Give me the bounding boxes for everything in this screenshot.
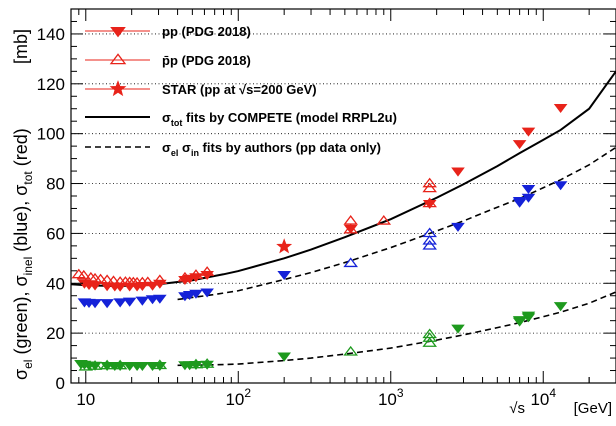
y-tick-label: 40 <box>46 274 65 293</box>
data-point-inelastic <box>422 239 437 250</box>
data-point-total <box>145 281 160 291</box>
data-point-total <box>177 271 193 282</box>
data-point-inelastic <box>153 294 167 304</box>
x-tick-label: 102 <box>225 386 251 409</box>
data-point-total <box>521 127 536 137</box>
data-point-total <box>153 279 167 289</box>
data-point-total <box>343 215 358 225</box>
fit-curve-elastic <box>177 291 616 367</box>
x-tick-label: 10 <box>76 390 95 409</box>
data-point-inelastic <box>343 257 358 268</box>
data-point-total <box>553 103 568 113</box>
data-point-total <box>376 215 392 225</box>
data-point-total <box>106 275 121 286</box>
data-point-inelastic <box>100 299 114 309</box>
data-point-elastic <box>99 359 115 370</box>
data-point-total <box>422 177 437 188</box>
data-point-elastic <box>152 359 168 370</box>
y-tick-label: 0 <box>56 374 65 393</box>
data-point-total <box>512 140 527 150</box>
y-tick-label: 20 <box>46 324 65 343</box>
data-point-elastic <box>277 352 291 362</box>
legend-marker <box>109 80 127 97</box>
data-point-elastic <box>188 358 204 369</box>
data-point-elastic <box>422 328 437 339</box>
x-tick-label: 104 <box>530 386 556 409</box>
data-point-inelastic <box>122 297 137 307</box>
data-point-inelastic <box>200 288 214 298</box>
data-point-elastic <box>78 360 94 371</box>
y-tick-label: 120 <box>37 75 65 94</box>
data-point-total <box>422 197 437 208</box>
data-point-inelastic <box>422 234 437 245</box>
data-point-total <box>422 182 437 193</box>
legend-label: pp (PDG 2018) <box>162 24 251 39</box>
data-point-inelastic <box>553 181 568 191</box>
data-point-elastic <box>135 362 150 372</box>
data-point-elastic <box>422 337 437 347</box>
data-point-total <box>93 273 108 284</box>
data-point-inelastic <box>521 193 536 203</box>
x-axis-label: √s <box>509 400 525 417</box>
y-tick-label: 60 <box>46 224 65 243</box>
data-point-total <box>343 223 358 234</box>
data-point-total <box>76 269 92 280</box>
legend-marker <box>110 26 126 38</box>
data-point-inelastic <box>512 196 527 206</box>
data-point-total <box>188 269 204 279</box>
data-point-elastic <box>512 316 527 326</box>
fit-curve-inelastic <box>177 146 616 301</box>
legend: pp (PDG 2018) p̄p (PDG 2018) STAR (pp at √… <box>85 24 397 158</box>
legend-label: STAR (pp at √s=200 GeV) <box>162 82 317 97</box>
data-point-inelastic <box>277 271 291 281</box>
data-point-elastic <box>553 302 568 312</box>
y-axis-label: σel (green), σinel (blue), σtot (red) <box>11 128 35 380</box>
data-point-inelastic <box>521 184 536 195</box>
data-point-total <box>276 238 293 254</box>
legend-marker <box>109 53 127 65</box>
data-point-total <box>199 266 215 276</box>
legend-label: p̄p (PDG 2018) <box>162 53 251 68</box>
legend-label: σel σin fits by authors (pp data only) <box>162 140 381 158</box>
data-point-elastic <box>199 358 215 368</box>
data-point-total <box>99 274 115 285</box>
y-axis-unit: [mb] <box>11 29 31 64</box>
data-markers <box>71 103 568 372</box>
data-point-total <box>83 271 99 282</box>
data-point-inelastic <box>113 298 127 308</box>
y-tick-label: 80 <box>46 175 65 194</box>
data-point-inelastic <box>88 299 102 309</box>
data-point-elastic <box>521 311 536 321</box>
data-point-elastic <box>87 360 103 370</box>
legend-label: σtot fits by COMPETE (model RRPL2u) <box>162 110 397 128</box>
data-point-total <box>140 276 156 287</box>
y-tick-label: 140 <box>37 25 65 44</box>
data-point-elastic <box>343 345 358 356</box>
data-point-elastic <box>112 359 128 370</box>
data-point-inelastic <box>135 296 150 306</box>
data-point-elastic <box>451 324 465 334</box>
data-point-inelastic <box>189 289 203 299</box>
x-tick-label: 103 <box>378 386 404 409</box>
data-point-inelastic <box>451 222 465 232</box>
axes: 0 20 40 60 80 100 120 140 10 102 103 104 √s [GeV] σel … <box>11 8 616 417</box>
data-point-total <box>152 274 168 285</box>
data-point-total <box>451 167 465 177</box>
y-tick-label: 100 <box>37 125 65 144</box>
data-point-inelastic <box>422 227 437 238</box>
x-axis-unit: [GeV] <box>574 400 612 417</box>
